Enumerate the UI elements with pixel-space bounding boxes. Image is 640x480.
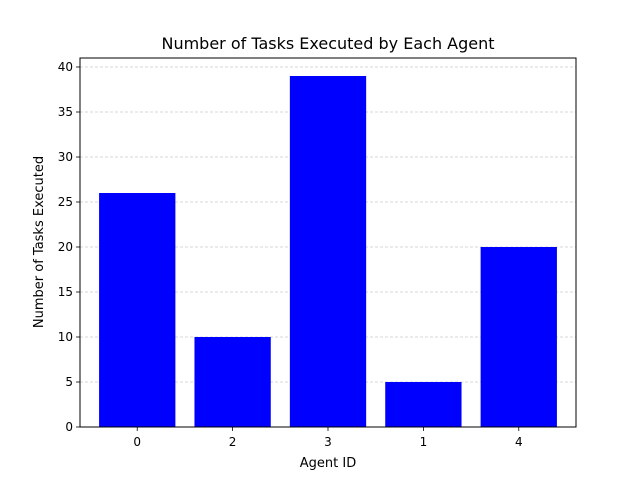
y-tick-label: 10 <box>58 330 73 344</box>
y-tick-label: 35 <box>58 105 73 119</box>
y-tick-label: 5 <box>65 375 73 389</box>
bar-agent-3 <box>289 76 367 427</box>
bar-agent-4 <box>480 247 557 427</box>
y-tick-label: 40 <box>58 60 73 74</box>
bar-agent-1 <box>385 382 462 427</box>
y-tick-label: 15 <box>58 285 73 299</box>
y-axis-label: Number of Tasks Executed <box>32 156 47 328</box>
bar-agent-0 <box>99 193 176 427</box>
x-axis-ticks: 0 2 3 1 4 <box>133 427 523 449</box>
x-tick-label: 2 <box>229 435 237 449</box>
x-tick-label: 4 <box>515 435 523 449</box>
x-tick-label: 0 <box>133 435 141 449</box>
chart-title: Number of Tasks Executed by Each Agent <box>161 34 494 53</box>
x-axis-label: Agent ID <box>300 456 356 471</box>
y-axis-ticks: 0 5 10 15 20 25 30 35 40 <box>58 60 80 434</box>
x-tick-label: 3 <box>324 435 332 449</box>
y-tick-label: 20 <box>58 240 73 254</box>
x-tick-label: 1 <box>420 435 428 449</box>
bar-agent-2 <box>194 337 271 427</box>
y-tick-label: 30 <box>58 150 73 164</box>
y-tick-label: 0 <box>65 420 73 434</box>
bars <box>99 76 557 427</box>
y-tick-label: 25 <box>58 195 73 209</box>
